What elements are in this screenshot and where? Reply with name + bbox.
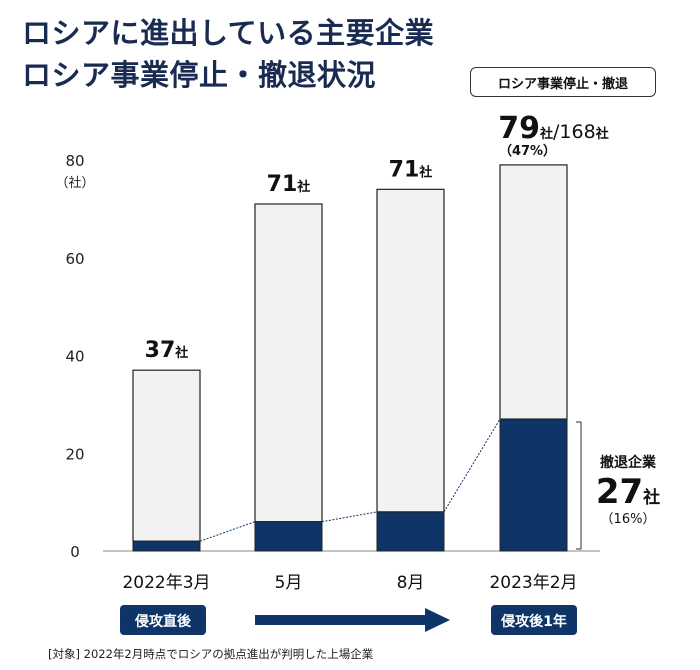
total-number: 79 — [498, 111, 540, 146]
total-number: 37 — [145, 338, 176, 363]
footnote: [対象] 2022年2月時点でロシアの拠点進出が判明した上場企業 — [48, 647, 374, 661]
title-line2: ロシア事業停止・撤退状況 — [22, 58, 377, 92]
total-of-unit: 社 — [595, 126, 609, 142]
total-unit: 社 — [296, 179, 310, 195]
y-unit: （社） — [55, 175, 94, 191]
phase-left-badge — [120, 605, 206, 635]
bar-withdrawn — [499, 418, 568, 552]
y-tick-label: 80 — [65, 152, 84, 170]
title-line1: ロシアに進出している主要企業 — [22, 16, 435, 50]
total-unit: 社 — [418, 164, 432, 180]
withdrawal-label: 撤退企業 — [600, 454, 657, 471]
x-tick-label: 2022年3月 — [122, 573, 210, 593]
total-label: 71社 — [389, 157, 433, 182]
y-tick-label: 20 — [65, 445, 84, 463]
total-label: 79社/168社 — [498, 111, 608, 146]
connector-line — [321, 511, 378, 523]
y-tick-label: 40 — [65, 348, 84, 366]
total-number: 71 — [267, 172, 298, 197]
timeline-arrow-head-icon — [425, 608, 450, 632]
timeline-arrow-shaft — [255, 615, 425, 625]
total-label: 71社 — [267, 172, 311, 197]
bar-total — [499, 164, 568, 420]
bar-withdrawn — [376, 511, 445, 552]
x-tick-label: 8月 — [397, 573, 425, 593]
legend-badge: ロシア事業停止・撤退 — [470, 67, 656, 97]
phase-left-label: 侵攻直後 — [134, 613, 192, 630]
withdrawal-count: 27社 — [596, 472, 660, 512]
phase-right-label: 侵攻後1年 — [500, 613, 567, 630]
total-unit: 社 — [174, 345, 188, 361]
x-tick-label: 2023年2月 — [489, 573, 577, 593]
bar-total — [132, 369, 201, 542]
bar-total — [376, 188, 445, 513]
y-tick-label: 60 — [65, 250, 84, 268]
bar-withdrawn — [254, 521, 323, 552]
x-tick-label: 5月 — [275, 573, 303, 593]
withdrawal-pct: （16%） — [601, 512, 656, 527]
phase-right-badge — [491, 605, 577, 635]
connector-line — [443, 418, 501, 513]
total-of: /168 — [553, 121, 596, 143]
bar-withdrawn — [132, 540, 201, 552]
withdrawal-bracket — [576, 421, 582, 550]
y-tick-label: 0 — [70, 543, 80, 561]
total-number: 71 — [389, 157, 420, 182]
total-label: 37社 — [145, 338, 189, 363]
connector-line — [199, 521, 256, 542]
total-unit: 社 — [539, 126, 553, 142]
bar-total — [254, 203, 323, 523]
total-pct: （47%） — [499, 143, 556, 159]
